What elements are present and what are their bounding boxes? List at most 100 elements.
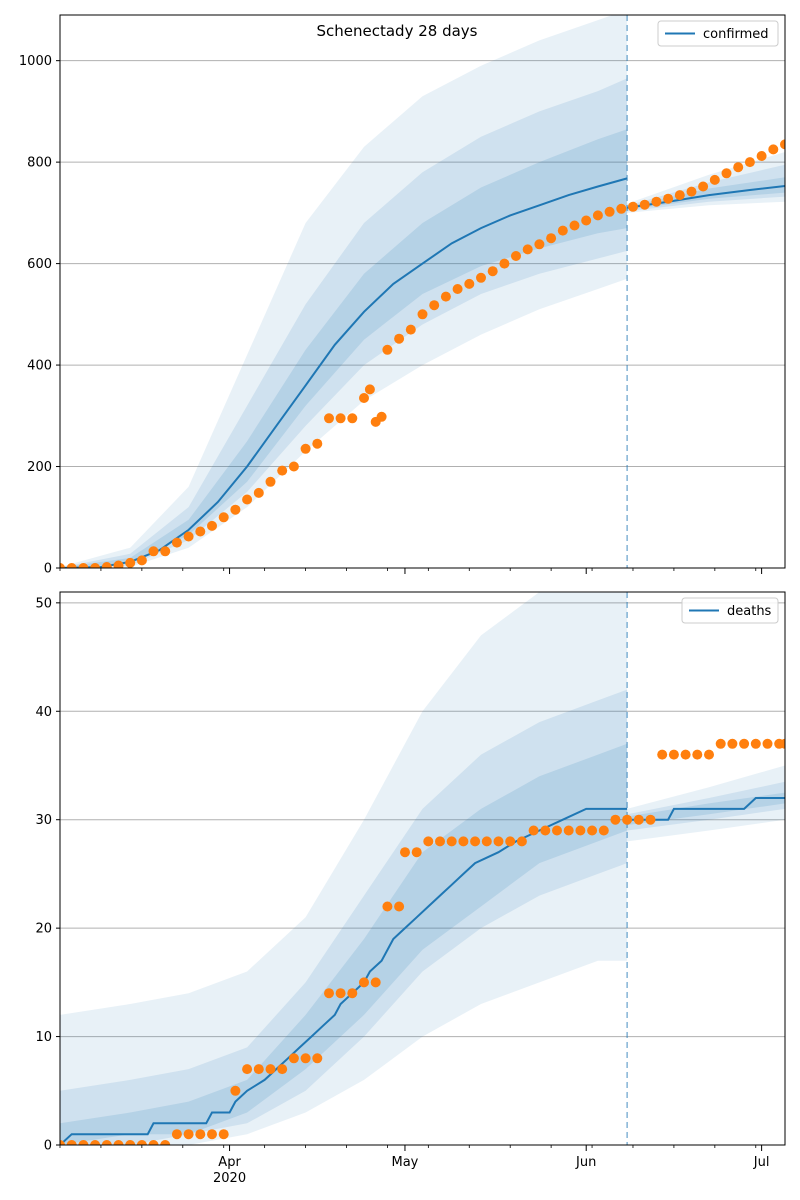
observed-point xyxy=(756,151,767,161)
observed-point xyxy=(66,1140,77,1145)
observed-point xyxy=(60,563,65,568)
observed-point xyxy=(359,393,369,403)
observed-point xyxy=(458,836,469,847)
observed-point xyxy=(610,814,621,825)
observed-point xyxy=(136,1140,147,1145)
observed-point xyxy=(288,461,299,472)
observed-point xyxy=(253,487,264,498)
observed-point xyxy=(557,225,568,236)
observed-point xyxy=(616,203,627,214)
observed-point xyxy=(66,563,77,568)
observed-point xyxy=(704,749,714,760)
legend-box xyxy=(657,20,779,47)
axes-frame xyxy=(59,591,786,1146)
uncertainty-band-middle xyxy=(60,689,628,1145)
observed-point xyxy=(727,738,738,749)
observed-point xyxy=(481,836,492,847)
observed-point xyxy=(663,193,674,204)
x-tick-label: Apr xyxy=(218,1155,241,1170)
legend-label: confirmed xyxy=(703,27,769,42)
observed-point xyxy=(411,847,422,858)
observed-point xyxy=(499,258,510,269)
observed-point xyxy=(417,309,428,320)
observed-point xyxy=(733,162,744,173)
observed-point xyxy=(195,526,206,537)
y-tick-label: 30 xyxy=(35,813,52,828)
observed-point xyxy=(476,272,486,283)
observed-point xyxy=(633,814,644,825)
observed-point xyxy=(207,1129,217,1140)
uncertainty-band-outer xyxy=(60,15,628,568)
y-tick-label: 200 xyxy=(27,460,52,475)
observed-point xyxy=(101,562,112,568)
observed-point xyxy=(628,201,638,212)
observed-point xyxy=(762,738,773,749)
observed-point xyxy=(242,1064,253,1075)
observed-point xyxy=(686,186,697,197)
observed-point xyxy=(253,1064,264,1075)
observed-point xyxy=(160,1140,171,1145)
observed-point xyxy=(780,139,785,150)
x-tick-label: May xyxy=(392,1155,419,1170)
observed-point xyxy=(101,1140,112,1145)
y-tick-label: 20 xyxy=(35,922,52,937)
observed-point xyxy=(657,749,668,760)
observed-point xyxy=(423,836,434,847)
observed-point xyxy=(534,239,545,250)
observed-point xyxy=(435,836,445,847)
observed-point xyxy=(125,1140,136,1145)
observed-point xyxy=(698,181,709,192)
observed-point xyxy=(429,300,440,311)
uncertainty-band-inner xyxy=(60,129,628,568)
observed-point xyxy=(160,546,171,557)
observed-point xyxy=(768,144,779,155)
observed-point xyxy=(136,555,147,566)
observed-point xyxy=(183,531,194,542)
y-tick-label: 0 xyxy=(44,1139,52,1154)
observed-point xyxy=(739,738,750,749)
observed-point xyxy=(312,438,323,449)
observed-point xyxy=(575,825,586,836)
observed-point xyxy=(780,738,785,749)
observed-point xyxy=(265,476,276,487)
observed-point xyxy=(569,220,580,231)
y-tick-label: 400 xyxy=(27,359,52,374)
observed-point xyxy=(750,738,761,749)
observed-point xyxy=(493,836,504,847)
observed-point xyxy=(288,1053,299,1064)
uncertainty-band-outer xyxy=(60,592,628,1145)
observed-point xyxy=(335,988,346,999)
observed-point xyxy=(195,1129,206,1140)
observed-point xyxy=(400,847,410,858)
observed-point xyxy=(382,344,393,355)
observed-point xyxy=(347,988,358,999)
observed-point xyxy=(511,251,521,261)
observed-point xyxy=(218,1129,229,1140)
observed-point xyxy=(464,278,475,289)
observed-point xyxy=(715,738,726,749)
observed-point xyxy=(207,520,217,531)
observed-point xyxy=(277,1064,288,1075)
observed-point xyxy=(581,215,592,226)
y-tick-label: 0 xyxy=(44,562,52,577)
observed-point xyxy=(78,1140,89,1145)
observed-point xyxy=(587,825,598,836)
observed-point xyxy=(470,836,481,847)
observed-point xyxy=(668,749,679,760)
observed-point xyxy=(540,825,551,836)
observed-point xyxy=(324,413,334,424)
observed-point xyxy=(528,825,539,836)
y-tick-label: 40 xyxy=(35,705,52,720)
observed-point xyxy=(692,749,703,760)
observed-point xyxy=(452,284,463,294)
observed-point xyxy=(639,199,650,210)
observed-point xyxy=(60,1140,65,1145)
observed-point xyxy=(744,157,755,168)
observed-point xyxy=(324,988,334,999)
x-tick-label: Jul xyxy=(753,1155,770,1170)
legend-label: deaths xyxy=(727,604,772,619)
observed-point xyxy=(552,825,562,836)
observed-point xyxy=(546,233,557,244)
observed-point xyxy=(487,266,498,277)
